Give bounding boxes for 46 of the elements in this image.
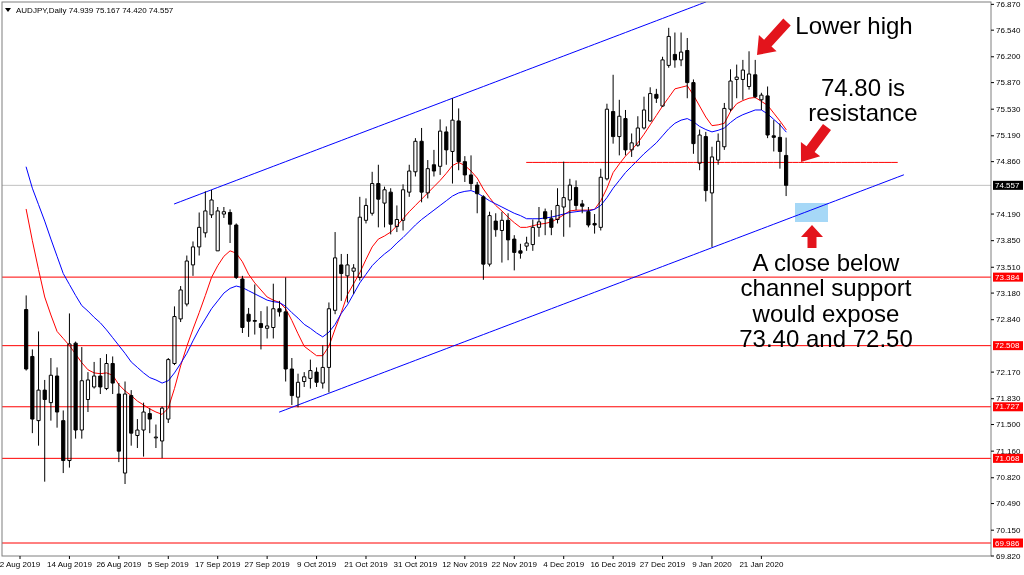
annotation: A close below channel support would expose 73.40 and 72.50: [739, 248, 913, 352]
x-tick-label: 21 Jan 2020: [739, 560, 784, 569]
y-tick-label: 71.830: [996, 394, 1022, 404]
x-tick-label: 16 Dec 2019: [590, 560, 637, 569]
y-tick-label: 70.820: [996, 473, 1022, 483]
x-tick-label: 27 Dec 2019: [639, 560, 686, 569]
x-tick-label: 26 Aug 2019: [96, 560, 142, 569]
y-tick-label: 75.530: [996, 104, 1022, 114]
y-tick-label: 72.840: [996, 315, 1022, 325]
y-tick-label: 76.540: [996, 25, 1022, 35]
y-tick-label: 71.160: [996, 446, 1022, 456]
annotation: 74.80 is resistance: [808, 73, 918, 126]
x-tick-label: 31 Oct 2019: [393, 560, 438, 569]
x-tick-label: 12 Nov 2019: [442, 560, 489, 569]
x-tick-label: 2 Aug 2019: [0, 560, 41, 569]
y-tick-label: 76.870: [996, 0, 1022, 9]
y-tick-label: 70.490: [996, 499, 1022, 509]
ref-line-label: 73.384: [995, 272, 1021, 282]
y-tick-label: 70.150: [996, 525, 1022, 535]
annotation: Lower high: [795, 11, 913, 39]
y-tick-label: 75.870: [996, 78, 1022, 88]
x-tick-label: 27 Sep 2019: [244, 560, 291, 569]
ref-line-label: 71.068: [995, 453, 1021, 463]
x-tick-label: 17 Sep 2019: [195, 560, 241, 569]
x-tick-label: 21 Oct 2019: [344, 560, 389, 569]
y-tick-label: 72.170: [996, 367, 1022, 377]
x-tick-label: 5 Sep 2019: [147, 560, 190, 569]
y-tick-label: 73.850: [996, 236, 1022, 246]
y-tick-label: 76.200: [996, 52, 1022, 62]
ref-line-label: 69.986: [995, 538, 1021, 548]
y-tick-label: 75.190: [996, 131, 1022, 141]
y-tick-label: 73.180: [996, 288, 1022, 298]
y-tick-label: 69.820: [996, 551, 1022, 561]
y-tick-label: 73.510: [996, 262, 1022, 272]
ref-line-label: 71.727: [995, 402, 1021, 412]
x-tick-label: 14 Aug 2019: [46, 560, 93, 569]
ref-line-label: 72.508: [995, 341, 1021, 351]
x-tick-label: 22 Nov 2019: [491, 560, 538, 569]
y-tick-label: 74.860: [996, 157, 1022, 167]
x-tick-label: 9 Oct 2019: [296, 560, 337, 569]
x-tick-label: 4 Dec 2019: [543, 560, 585, 569]
x-tick-label: 9 Jan 2020: [692, 560, 733, 569]
y-tick-label: 74.190: [996, 209, 1022, 219]
ref-line-label: 74.557: [995, 180, 1021, 190]
y-tick-label: 71.500: [996, 420, 1022, 430]
text: AUDJPY,Daily 74.939 75.167 74.420 74.557: [16, 6, 174, 15]
